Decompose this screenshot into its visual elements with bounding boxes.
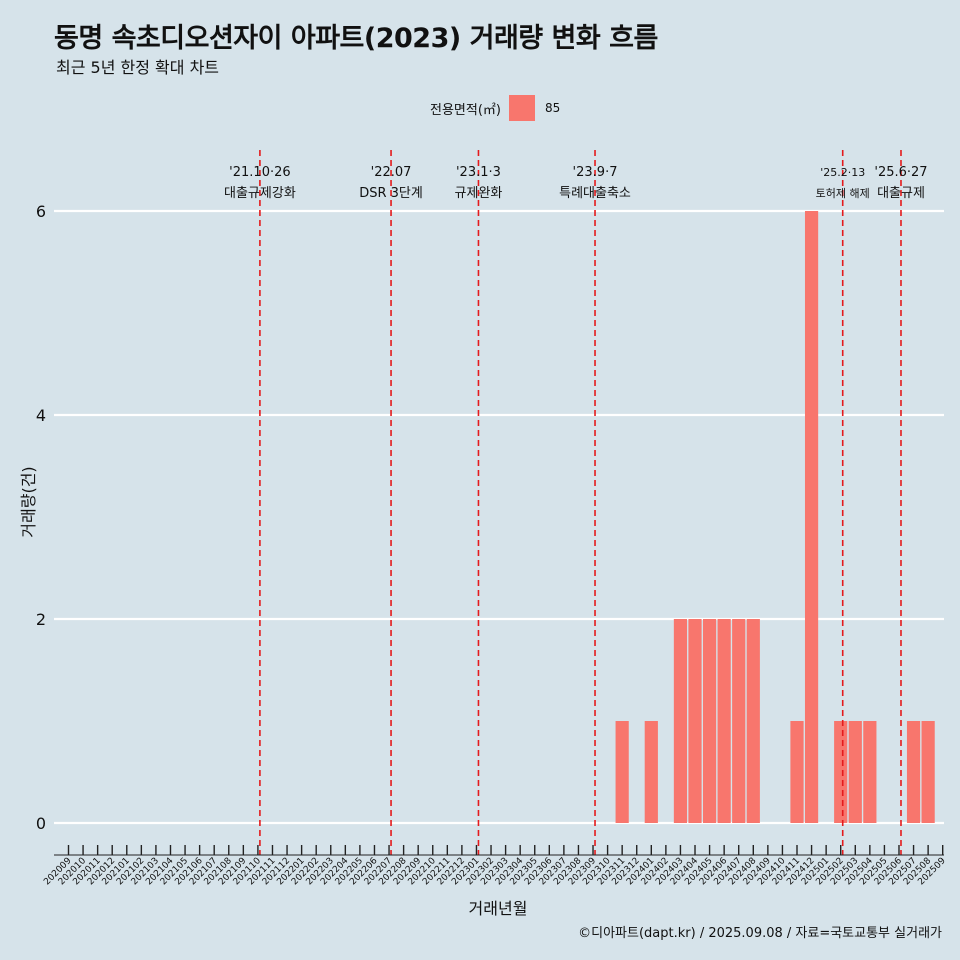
event-date: '21.10·26 (229, 165, 290, 180)
bar-202504 (863, 721, 877, 823)
bar-202411 (790, 721, 804, 823)
event-label: 토허제 해제 (816, 186, 870, 200)
annotations: '21.10·26 대출규제강화 '22.07 DSR 3단계 '23.1·3 규제완화 '… (224, 150, 928, 855)
event-label: 특례대출축소 (559, 186, 631, 201)
chart-title: 동명 속초디오션자이 아파트(2023) 거래량 변화 흐름 (54, 23, 658, 54)
event-label: 규제완화 (455, 186, 503, 201)
bar-202412 (804, 211, 819, 823)
event-date: '23.9·7 (573, 165, 618, 180)
legend-label: 85 (544, 101, 561, 115)
bar-202507 (906, 721, 921, 823)
bar-202405 (702, 619, 717, 823)
event-date: '25.2·13 (820, 166, 865, 179)
y-axis-label: 거래량(건) (19, 466, 38, 537)
y-tick-label: 2 (36, 610, 46, 629)
x-axis-label: 거래년월 (469, 899, 528, 918)
bar-202508 (921, 721, 935, 823)
footer-credit: ©디아파트(dapt.kr) / 2025.09.08 / 자료=국토교통부 실… (578, 926, 942, 941)
bar-202311 (615, 721, 629, 823)
bar-202403 (673, 619, 688, 823)
bar-202401 (644, 721, 658, 823)
bar-202404 (688, 619, 702, 823)
chart-subtitle: 최근 5년 한정 확대 차트 (56, 58, 220, 77)
y-tick-label: 4 (36, 406, 46, 425)
legend-key-85 (508, 95, 535, 121)
bars (615, 211, 935, 823)
bar-202502 (834, 721, 848, 823)
event-date: '22.07 (371, 165, 412, 180)
y-tick-label: 0 (36, 814, 46, 833)
bar-202407 (732, 619, 746, 823)
legend: 전용면적(㎡) 85 (430, 94, 560, 122)
event-date: '23.1·3 (456, 165, 501, 180)
y-axis: 0 2 4 6 (36, 202, 46, 833)
x-axis: 2020092020102020112020122021012021022021… (42, 845, 948, 887)
event-date: '25.6·27 (874, 165, 927, 180)
bar-202408 (746, 619, 760, 823)
event-label: 대출규제 (877, 186, 925, 201)
event-label: DSR 3단계 (359, 186, 423, 201)
bar-202503 (848, 721, 862, 823)
y-tick-label: 6 (36, 202, 46, 221)
event-label: 대출규제강화 (224, 186, 296, 201)
legend-title: 전용면적(㎡) (430, 102, 501, 118)
bar-202406 (717, 619, 731, 823)
